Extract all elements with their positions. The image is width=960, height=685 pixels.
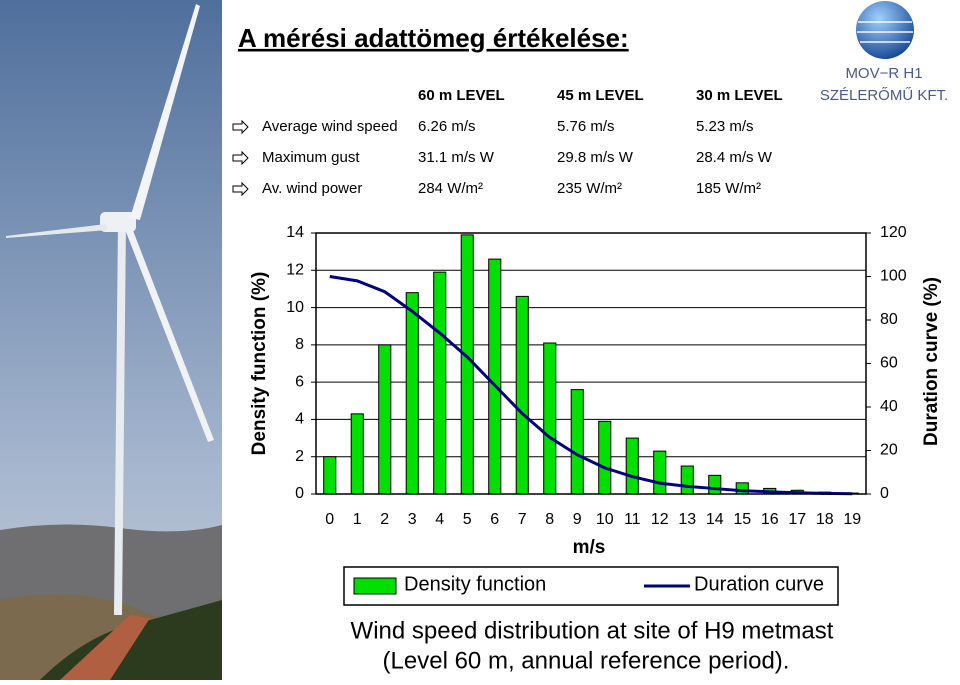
y-tick-label: 12 <box>286 262 304 279</box>
column-header: 30 m LEVEL <box>696 87 783 104</box>
bar <box>543 342 557 495</box>
y-tick-label: 0 <box>295 485 304 502</box>
chart-subtitle: (Level 60 m, annual reference period). <box>383 647 790 674</box>
x-tick-label: 1 <box>353 511 362 528</box>
x-tick-label: 10 <box>596 511 614 528</box>
table-cell: 185 W/m² <box>696 180 761 197</box>
chart-title: Wind speed distribution at site of H9 me… <box>351 617 834 644</box>
x-tick-label: 4 <box>435 511 444 528</box>
y2-tick-label: 20 <box>880 442 898 459</box>
x-tick-label: 5 <box>463 511 472 528</box>
bar <box>378 344 392 495</box>
bar <box>680 465 694 495</box>
page-title: A mérési adattömeg értékelése: <box>238 23 629 53</box>
bullet-arrow <box>232 119 249 135</box>
column-header: 45 m LEVEL <box>557 87 644 104</box>
legend-box <box>343 566 839 606</box>
bar <box>653 450 667 495</box>
x-tick-label: 17 <box>788 511 806 528</box>
x-tick-label: 2 <box>380 511 389 528</box>
logo-text: MOV−R H1 <box>845 65 922 82</box>
bar <box>488 258 502 495</box>
table-cell: 29.8 m/s W <box>557 149 634 166</box>
bar <box>625 437 639 495</box>
x-tick-label: 9 <box>573 511 582 528</box>
y-tick-label: 6 <box>295 373 304 390</box>
bar <box>405 292 419 495</box>
y-axis-label: Density function (%) <box>249 272 270 456</box>
x-tick-label: 15 <box>733 511 751 528</box>
x-tick-label: 6 <box>490 511 499 528</box>
bar <box>350 413 364 495</box>
x-tick-label: 11 <box>624 511 641 528</box>
y-tick-label: 14 <box>286 224 304 241</box>
bar <box>708 474 722 495</box>
x-tick-label: 3 <box>408 511 417 528</box>
table-cell: 5.76 m/s <box>557 118 615 135</box>
y-tick-label: 4 <box>295 411 304 428</box>
bullet-arrow <box>232 150 249 166</box>
y-tick-label: 10 <box>286 299 304 316</box>
column-header: 60 m LEVEL <box>418 87 505 104</box>
bullet-arrow <box>232 181 249 197</box>
y-tick-label: 8 <box>295 336 304 353</box>
x-tick-label: 8 <box>545 511 554 528</box>
x-tick-label: 14 <box>706 511 724 528</box>
legend-swatch <box>353 577 397 595</box>
x-tick-label: 0 <box>325 511 334 528</box>
logo: MOV−R H1 SZÉLERŐMŰ KFT. <box>820 1 948 104</box>
table-cell: 235 W/m² <box>557 180 622 197</box>
table-cell: 5.23 m/s <box>696 118 754 135</box>
x-tick-label: 18 <box>816 511 834 528</box>
table-cell: 284 W/m² <box>418 180 483 197</box>
row-label: Av. wind power <box>262 180 362 197</box>
row-label: Maximum gust <box>262 149 360 166</box>
y-tick-label: 2 <box>295 448 304 465</box>
line <box>329 275 853 496</box>
summary-table: 60 m LEVEL 45 m LEVEL 30 m LEVEL Average wi… <box>232 87 783 197</box>
bar <box>515 295 529 495</box>
table-cell: 6.26 m/s <box>418 118 476 135</box>
table-cell: 31.1 m/s W <box>418 149 495 166</box>
y2-tick-label: 100 <box>880 268 907 285</box>
bar <box>460 234 474 495</box>
y2-tick-label: 60 <box>880 355 898 372</box>
x-axis-label: m/s <box>573 537 606 558</box>
y2-tick-label: 0 <box>880 485 889 502</box>
table-cell: 28.4 m/s W <box>696 149 773 166</box>
x-tick-label: 12 <box>651 511 669 528</box>
x-tick-label: 13 <box>678 511 696 528</box>
y2-tick-label: 40 <box>880 398 898 415</box>
x-tick-label: 19 <box>843 511 861 528</box>
x-tick-label: 7 <box>518 511 527 528</box>
bar <box>570 389 584 495</box>
y2-tick-label: 120 <box>880 224 907 241</box>
y2-axis-label: Duration curve (%) <box>921 277 942 446</box>
x-tick-label: 16 <box>761 511 779 528</box>
legend-label: Duration curve <box>694 573 824 595</box>
photo <box>0 0 222 680</box>
plot-border <box>315 232 867 495</box>
bar <box>433 271 447 495</box>
row-label: Average wind speed <box>262 118 398 135</box>
bar <box>323 456 337 495</box>
logo-text: SZÉLERŐMŰ KFT. <box>820 87 948 104</box>
plot-area <box>316 233 866 494</box>
legend-label: Density function <box>404 573 546 595</box>
bar <box>598 420 612 495</box>
y2-tick-label: 80 <box>880 311 898 328</box>
